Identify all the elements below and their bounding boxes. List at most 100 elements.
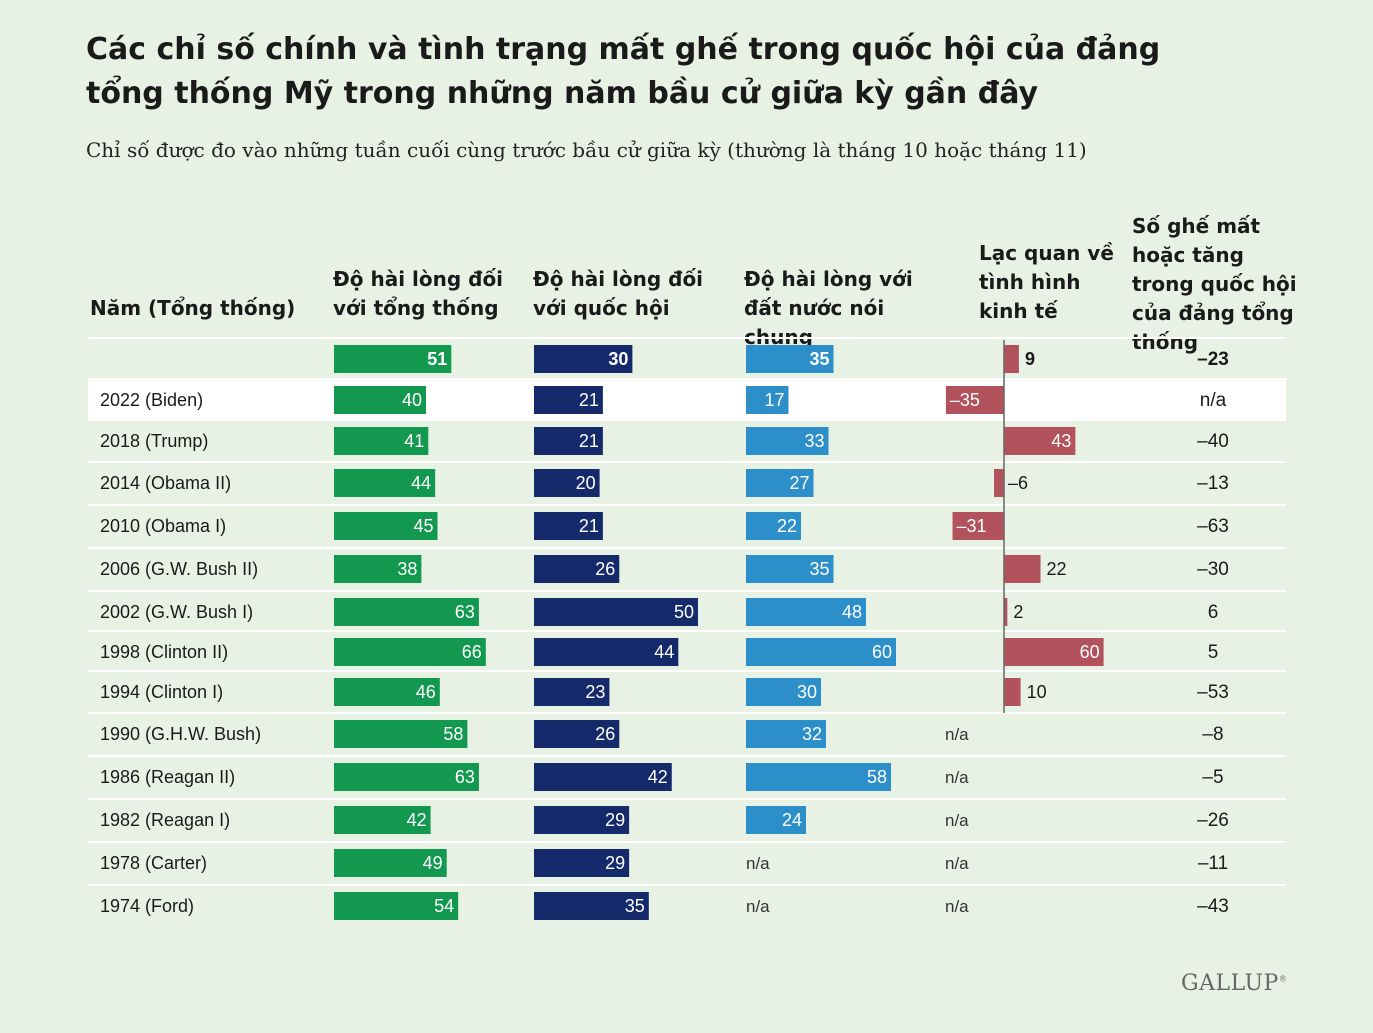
chart-title: Các chỉ số chính và tình trạng mất ghế t… bbox=[86, 32, 1161, 111]
country-value: 27 bbox=[789, 473, 809, 493]
president-bar bbox=[334, 598, 479, 626]
header-year: Năm (Tổng thống) bbox=[90, 296, 296, 320]
seats-value: –53 bbox=[1197, 682, 1229, 703]
economy-bar bbox=[1004, 427, 1076, 455]
president-value: 54 bbox=[434, 896, 454, 916]
congress-value: 42 bbox=[648, 767, 668, 787]
row-label: 2018 (Trump) bbox=[100, 431, 208, 451]
president-bar bbox=[334, 678, 440, 706]
country-bar bbox=[746, 806, 806, 834]
economy-value: –6 bbox=[1008, 473, 1028, 493]
seats-value: –11 bbox=[1198, 853, 1228, 874]
economy-bar bbox=[1004, 678, 1021, 706]
president-value: 41 bbox=[404, 431, 424, 451]
congress-bar bbox=[534, 720, 620, 748]
seats-value: –8 bbox=[1202, 724, 1223, 745]
seats-value: –13 bbox=[1197, 473, 1229, 494]
country-bar bbox=[746, 512, 801, 540]
congress-value: 50 bbox=[674, 602, 694, 622]
seats-value: –5 bbox=[1202, 767, 1223, 788]
economy-value: 2 bbox=[1013, 602, 1023, 622]
congress-value: 23 bbox=[585, 682, 605, 702]
country-value: 60 bbox=[872, 642, 892, 662]
country-value: 35 bbox=[809, 559, 829, 579]
economy-na: n/a bbox=[945, 725, 969, 744]
country-value: 30 bbox=[797, 682, 817, 702]
economy-bar bbox=[945, 386, 1004, 414]
economy-bar bbox=[1004, 345, 1019, 373]
row-highlight bbox=[88, 380, 1286, 420]
congress-bar bbox=[534, 678, 610, 706]
congress-value: 35 bbox=[625, 896, 645, 916]
row-label: 2010 (Obama I) bbox=[100, 516, 226, 536]
president-value: 40 bbox=[402, 390, 422, 410]
president-bar bbox=[334, 386, 426, 414]
congress-value: 21 bbox=[579, 390, 599, 410]
country-bar bbox=[746, 598, 866, 626]
country-bar bbox=[746, 345, 834, 373]
economy-bar bbox=[952, 512, 1004, 540]
congress-bar bbox=[534, 763, 672, 791]
country-value: 24 bbox=[782, 810, 802, 830]
row-label: 2022 (Biden) bbox=[100, 390, 203, 410]
congress-value: 30 bbox=[608, 349, 628, 369]
congress-value: 20 bbox=[576, 473, 596, 493]
congress-value: 26 bbox=[595, 724, 615, 744]
president-bar bbox=[334, 469, 436, 497]
economy-value: 60 bbox=[1080, 642, 1100, 662]
row-label: 1978 (Carter) bbox=[100, 853, 207, 873]
president-bar bbox=[334, 763, 479, 791]
congress-value: 29 bbox=[605, 810, 625, 830]
congress-bar bbox=[534, 638, 679, 666]
country-na: n/a bbox=[746, 897, 770, 916]
president-value: 58 bbox=[443, 724, 463, 744]
economy-value: 9 bbox=[1025, 349, 1035, 369]
row-label: 2006 (G.W. Bush II) bbox=[100, 559, 258, 579]
country-value: 32 bbox=[802, 724, 822, 744]
president-bar bbox=[334, 345, 452, 373]
seats-value: n/a bbox=[1200, 390, 1227, 411]
economy-value: –35 bbox=[950, 390, 980, 410]
row-label: 1990 (G.H.W. Bush) bbox=[100, 724, 261, 744]
country-value: 33 bbox=[804, 431, 824, 451]
congress-bar bbox=[534, 555, 620, 583]
economy-na: n/a bbox=[945, 854, 969, 873]
president-bar bbox=[334, 806, 431, 834]
economy-na: n/a bbox=[945, 897, 969, 916]
congress-bar bbox=[534, 598, 698, 626]
congress-bar bbox=[534, 469, 600, 497]
country-bar bbox=[746, 720, 826, 748]
seats-value: –40 bbox=[1197, 431, 1229, 452]
seats-value: –26 bbox=[1197, 810, 1229, 831]
economy-bar bbox=[1004, 638, 1104, 666]
president-value: 38 bbox=[397, 559, 417, 579]
header-economy: Lạc quan về tình hình kinh tế bbox=[979, 241, 1114, 323]
congress-value: 21 bbox=[579, 516, 599, 536]
congress-bar bbox=[534, 512, 603, 540]
president-value: 63 bbox=[455, 602, 475, 622]
congress-bar bbox=[534, 806, 630, 834]
chart-subtitle: Chỉ số được đo vào những tuần cuối cùng … bbox=[86, 138, 1087, 162]
economy-na: n/a bbox=[945, 768, 969, 787]
row-label: 1974 (Ford) bbox=[100, 896, 194, 916]
congress-value: 29 bbox=[605, 853, 625, 873]
seats-value: –63 bbox=[1197, 516, 1229, 537]
country-value: 22 bbox=[777, 516, 797, 536]
row-label: 1986 (Reagan II) bbox=[100, 767, 235, 787]
president-value: 51 bbox=[427, 349, 447, 369]
seats-value: –23 bbox=[1197, 349, 1229, 370]
congress-value: 21 bbox=[579, 431, 599, 451]
president-bar bbox=[334, 427, 429, 455]
row-label: 1982 (Reagan I) bbox=[100, 810, 230, 830]
congress-bar bbox=[534, 386, 603, 414]
row-label: 1994 (Clinton I) bbox=[100, 682, 223, 702]
country-bar bbox=[746, 678, 821, 706]
president-bar bbox=[334, 512, 438, 540]
header-president: Độ hài lòng đối với tổng thống bbox=[333, 267, 504, 320]
country-bar bbox=[746, 763, 891, 791]
row-label: 1998 (Clinton II) bbox=[100, 642, 228, 662]
economy-bar bbox=[1004, 555, 1041, 583]
congress-bar bbox=[534, 849, 630, 877]
congress-bar bbox=[534, 892, 649, 920]
country-bar bbox=[746, 427, 829, 455]
